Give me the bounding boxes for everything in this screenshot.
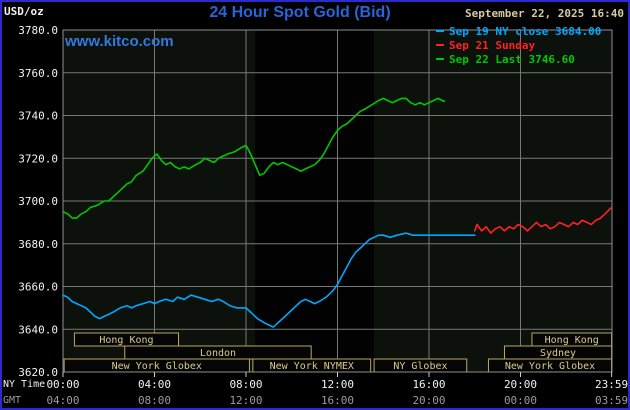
x-tick-label-ny: 16:00 [412, 378, 445, 391]
datetime-label: September 22, 2025 16:40 [465, 7, 624, 20]
session-label: New York Globex [112, 361, 202, 372]
x-tick-label-ny: 20:00 [504, 378, 537, 391]
x-tick-label-gmt: 12:00 [229, 394, 262, 407]
legend-item: Sep 21 Sunday [436, 39, 601, 53]
y-tick-label: 3700.0 [18, 195, 58, 208]
y-tick-label: 3740.0 [18, 110, 58, 123]
y-tick-label: 3620.0 [18, 366, 58, 379]
session-label: London [200, 348, 236, 359]
y-tick-label: 3680.0 [18, 238, 58, 251]
session-label: Hong Kong [545, 335, 599, 346]
y-tick-label: 3640.0 [18, 323, 58, 336]
legend-dash-marker [436, 58, 444, 60]
legend-item-label: Sep 19 NY close 3684.00 [449, 25, 602, 38]
x-axis-gmt-label: GMT [3, 395, 22, 406]
x-tick-label-ny: 00:00 [46, 378, 79, 391]
x-tick-label-gmt: 04:00 [46, 394, 79, 407]
x-tick-label-ny: 08:00 [229, 378, 262, 391]
legend-item: Sep 19 NY close 3684.00 [436, 25, 601, 39]
kitco-watermark: www.kitco.com [65, 33, 174, 50]
x-tick-label-gmt: 08:00 [138, 394, 171, 407]
price-series-sep-19-ny-close [62, 232, 476, 328]
price-series-sep-21-sunday [473, 206, 613, 234]
legend-item-label: Sep 22 Last 3746.60 [449, 53, 575, 66]
legend: Sep 19 NY close 3684.00 Sep 21 Sunday Sep … [436, 25, 601, 67]
x-tick-label-gmt: 03:59 [595, 394, 628, 407]
x-tick-label-ny: 23:59 [595, 378, 628, 391]
chart-title: 24 Hour Spot Gold (Bid) [209, 4, 391, 21]
session-label: Sydney [540, 348, 576, 359]
legend-item-label: Sep 21 Sunday [449, 39, 536, 52]
session-label: New York NYMEX [270, 361, 354, 372]
legend-dash-marker [436, 44, 444, 46]
x-tick-label-ny: 04:00 [138, 378, 171, 391]
y-axis-units-label: USD/oz [4, 5, 44, 18]
y-tick-label: 3660.0 [18, 281, 58, 294]
y-tick-label: 3720.0 [18, 152, 58, 165]
price-series-sep-22-last [62, 97, 446, 219]
x-tick-label-gmt: 16:00 [321, 394, 354, 407]
x-tick-label-ny: 12:00 [321, 378, 354, 391]
x-tick-label-gmt: 20:00 [412, 394, 445, 407]
session-label: New York Globex [505, 361, 595, 372]
legend-item: Sep 22 Last 3746.60 [436, 53, 601, 67]
session-label: Hong Kong [99, 335, 153, 346]
session-label: NY Globex [393, 361, 447, 372]
x-axis-nytime-label: NY Time [3, 379, 46, 390]
y-tick-label: 3760.0 [18, 67, 58, 80]
x-tick-label-gmt: 00:00 [504, 394, 537, 407]
y-tick-label: 3780.0 [18, 24, 58, 37]
legend-dash-marker [436, 30, 444, 32]
